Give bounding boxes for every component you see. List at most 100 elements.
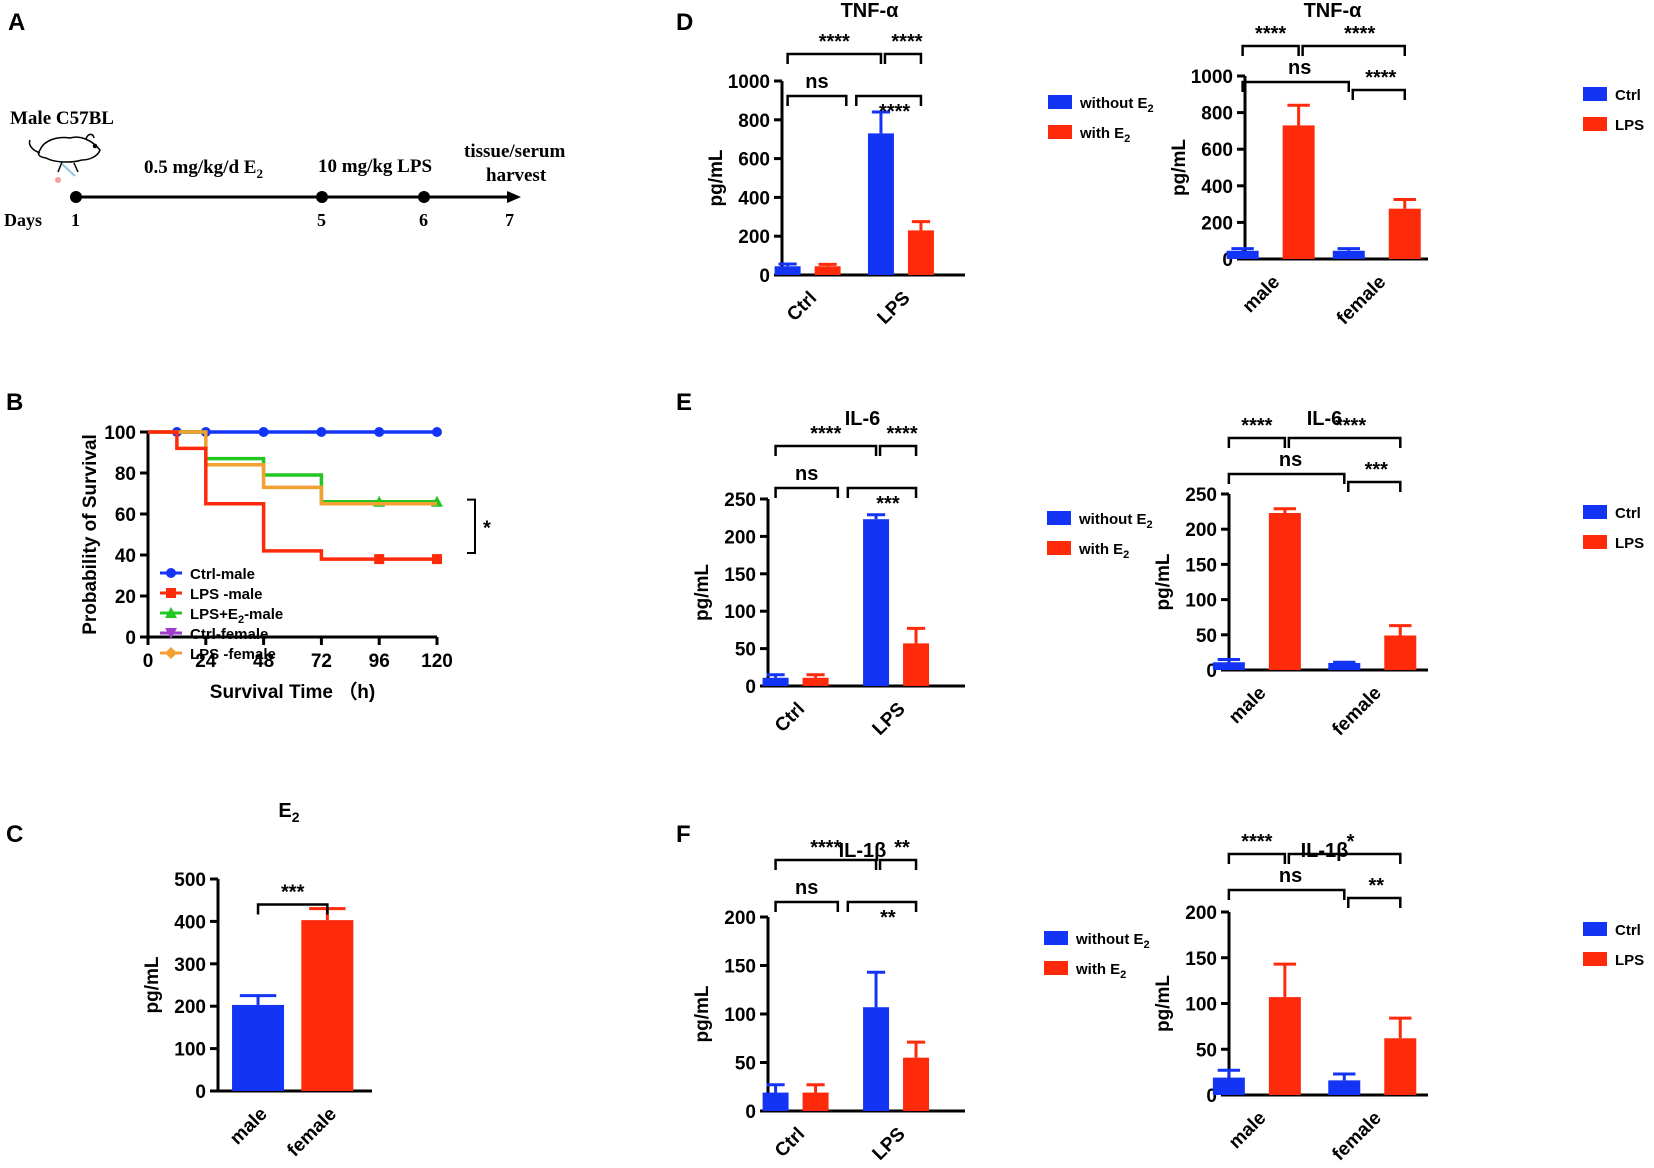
survival-chart: 0 20 40 60 80 100 0 24 48 72 96 120 Survival Time （h… <box>80 423 491 703</box>
legend-label-ctrl: Ctrl <box>1615 505 1641 522</box>
x-tick-label-female: female <box>283 1104 340 1161</box>
x-tick-label-ctrl: Ctrl <box>771 1124 809 1162</box>
bar-ctrl-with-e2 <box>802 677 829 686</box>
y-tick-label: 200 <box>174 997 206 1018</box>
x-axis-label: Survival Time （h) <box>210 680 375 703</box>
y-tick-label: 50 <box>735 1054 756 1075</box>
y-tick-label: 100 <box>104 423 136 444</box>
days-label: Days <box>4 210 42 230</box>
significance-label-pair: **** <box>891 31 922 53</box>
bar-male-lps <box>1268 997 1301 1095</box>
y-tick-label: 150 <box>1185 949 1217 970</box>
significance-label-male: **** <box>1241 831 1272 853</box>
y-tick-label: 150 <box>1185 555 1217 576</box>
bar-ctrl-without-e2 <box>762 1092 789 1111</box>
legend-marker-lps-male <box>166 588 176 598</box>
y-tick-label: 0 <box>759 266 770 287</box>
significance-bracket-upper <box>774 858 878 870</box>
x-tick-label: 0 <box>143 651 154 672</box>
significance-label: * <box>483 517 491 539</box>
y-tick-label: 0 <box>745 1102 756 1123</box>
significance-bracket-lower <box>846 486 918 498</box>
legend-marker-lps-e2-male <box>165 607 177 618</box>
e2-dose-label: 0.5 mg/kg/d E2 <box>144 157 263 181</box>
significance-bracket-upper <box>786 52 883 64</box>
bar-male-lps <box>1268 513 1301 670</box>
x-tick-label-ctrl: Ctrl <box>783 288 821 326</box>
y-tick-label: 250 <box>724 490 756 511</box>
day-5-dot <box>316 191 328 203</box>
legend-swatch-lps <box>1583 535 1607 549</box>
significance-label-upper: **** <box>1335 415 1366 437</box>
significance-bracket-male <box>1227 852 1287 864</box>
chart-title: IL-6 <box>845 408 881 430</box>
legend-swatch-lps <box>1583 952 1607 966</box>
mouse-label: Male C57BL <box>10 108 114 129</box>
significance-bracket-male <box>1227 436 1287 448</box>
bar-male-ctrl <box>1212 662 1245 670</box>
legend-label-lps: LPS <box>1615 535 1644 552</box>
day-tick-5: 5 <box>317 210 326 230</box>
bar-female-lps <box>1384 635 1417 670</box>
tnf-sex-chart: 0 200 400 600 800 1000 pg/mL TNF-α male female ***… <box>1169 0 1644 329</box>
significance-bracket-ns <box>1227 472 1346 484</box>
x-tick-label-lps: LPS <box>874 288 915 329</box>
legend-label-without-e2: without E2 <box>1078 511 1153 531</box>
significance-label-upper: * <box>1347 831 1355 853</box>
y-tick-label: 400 <box>738 188 770 209</box>
y-tick-label: 40 <box>115 546 136 567</box>
significance-bracket-upper <box>1301 44 1407 56</box>
legend-swatch-ctrl <box>1583 922 1607 936</box>
significance-label-ns: ns <box>1288 57 1311 79</box>
timeline-panel: Male C57BL 0.5 mg/kg/d E2 10 mg/kg LPS t… <box>4 108 566 230</box>
significance-label-female: ** <box>1368 875 1384 897</box>
legend-swatch-with-e2 <box>1048 125 1072 139</box>
harvest-label-1: tissue/serum <box>464 141 566 162</box>
y-axis-label: pg/mL <box>706 149 727 206</box>
y-tick-label: 400 <box>174 912 206 933</box>
lps-dose-label: 10 mg/kg LPS <box>318 156 432 177</box>
significance-label-upper: **** <box>810 423 841 445</box>
day-tick-7: 7 <box>505 210 514 230</box>
y-tick-label: 100 <box>724 602 756 623</box>
significance-label-lower: ** <box>880 907 896 929</box>
survival-point-ctrl-male <box>432 427 442 437</box>
y-axis-label: pg/mL <box>1153 553 1174 610</box>
legend-label-without-e2: without E2 <box>1079 95 1154 115</box>
bar-female-lps <box>1388 208 1421 259</box>
legend-label-ctrl-male: Ctrl-male <box>190 566 255 583</box>
significance-label-ns: ns <box>1279 865 1302 887</box>
y-tick-label: 200 <box>1185 903 1217 924</box>
bar-lps-with-e2 <box>903 643 930 686</box>
timeline-arrowhead <box>507 191 521 203</box>
legend-label-lps-e2-male: LPS+E2-male <box>190 606 283 626</box>
y-tick-label: 150 <box>724 565 756 586</box>
significance-bracket-lower <box>855 94 923 106</box>
significance-bracket-female <box>1347 896 1402 908</box>
bar-female-ctrl <box>1328 1080 1361 1095</box>
bar-female-lps <box>1384 1038 1417 1095</box>
significance-label: *** <box>281 881 305 903</box>
survival-curve-lps-female <box>148 430 437 506</box>
x-tick-label-male: male <box>1225 683 1270 728</box>
legend-label-ctrl: Ctrl <box>1615 922 1641 939</box>
significance-label-ns: ns <box>1279 449 1302 471</box>
y-tick-label: 1000 <box>728 72 770 93</box>
y-tick-label: 80 <box>115 464 136 485</box>
y-axis-label: pg/mL <box>692 985 713 1042</box>
legend-swatch-ctrl <box>1583 505 1607 519</box>
bar-lps-without-e2 <box>863 519 890 686</box>
bar-male-ctrl <box>1226 250 1259 259</box>
day-6-dot <box>418 191 430 203</box>
significance-bracket-upper <box>1287 436 1402 448</box>
y-tick-label: 100 <box>1185 995 1217 1016</box>
x-tick-label-female: female <box>1328 1108 1385 1165</box>
e2-bar-chart: 0 100 200 300 400 500 pg/mL E2 male female *** <box>142 800 372 1161</box>
mouse-icon <box>28 133 101 183</box>
legend-label-ctrl: Ctrl <box>1615 87 1641 104</box>
y-tick-label: 50 <box>1196 626 1217 647</box>
y-tick-label: 600 <box>1201 140 1233 161</box>
chart-title: IL-1β <box>1301 840 1349 862</box>
survival-point-ctrl-male <box>316 427 327 437</box>
